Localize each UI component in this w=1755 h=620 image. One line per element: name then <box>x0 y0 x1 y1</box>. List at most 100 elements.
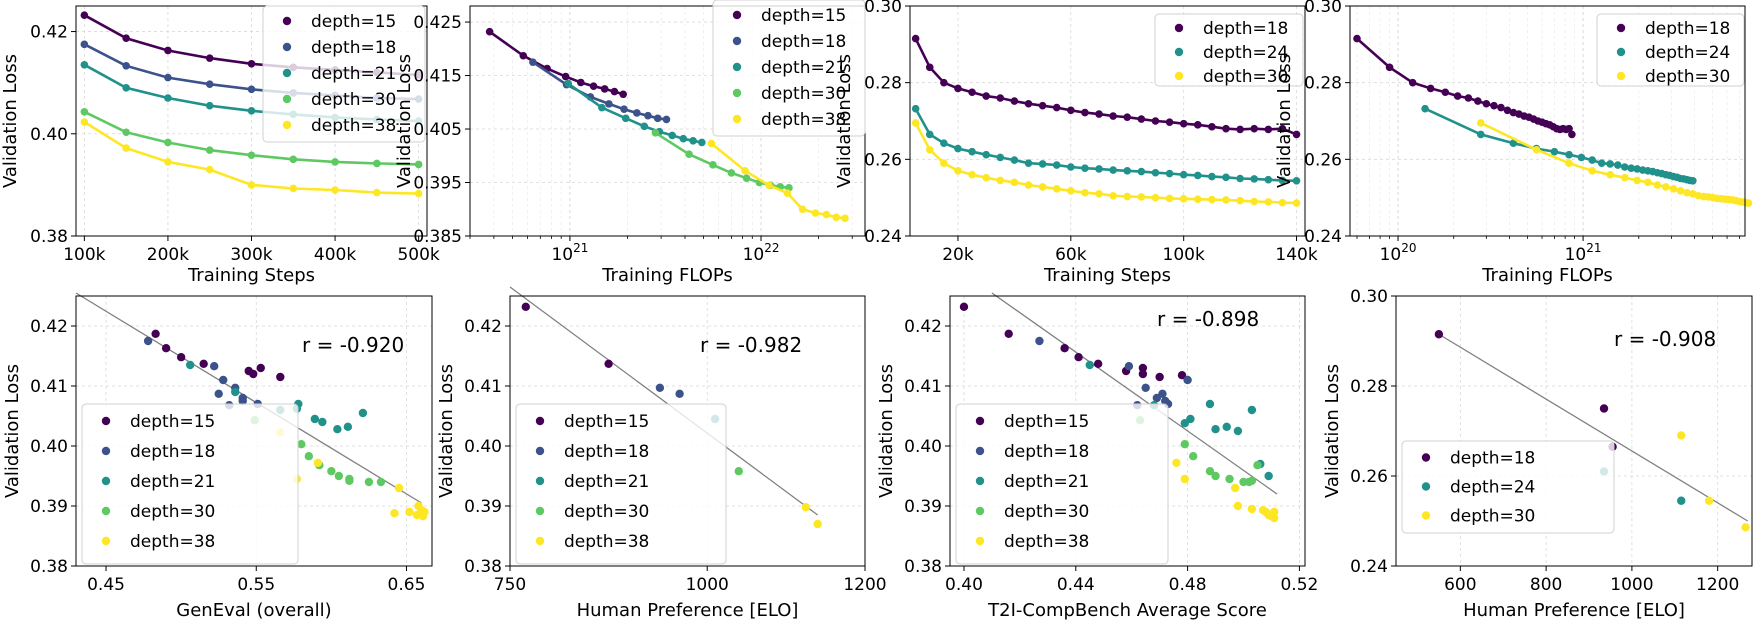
legend-box <box>515 403 727 565</box>
data-point <box>651 128 660 137</box>
y-axis-label: Validation Loss <box>834 54 855 188</box>
x-tick-label: 1000 <box>1610 575 1653 595</box>
data-point <box>1180 440 1190 449</box>
data-point <box>1644 178 1652 187</box>
legend: depth=15 depth=18 depth=21 depth=30 depth=38 <box>955 403 1169 565</box>
data-point <box>911 34 920 43</box>
data-point <box>1158 389 1167 398</box>
data-point <box>143 336 153 346</box>
data-point <box>164 73 172 82</box>
data-point <box>1233 426 1243 436</box>
legend-marker <box>101 476 111 486</box>
x-tick-label: 100k <box>1163 245 1205 265</box>
data-point <box>80 118 89 126</box>
data-point <box>707 139 716 148</box>
data-point <box>122 83 130 92</box>
data-point <box>742 174 751 183</box>
legend-box <box>262 5 426 143</box>
legend-label: depth=18 <box>311 38 396 58</box>
y-tick-label: 0.38 <box>464 557 502 577</box>
data-point <box>249 369 258 379</box>
data-point <box>1186 414 1195 424</box>
data-point <box>304 452 314 461</box>
correlation-annotation: r = -0.908 <box>1614 327 1716 351</box>
data-point <box>1278 124 1287 133</box>
chart-panel-3: 0.24 0.26 0.28 0.30 20k 60k 100k 140k Training S… <box>834 0 1318 286</box>
data-point <box>1155 372 1164 382</box>
data-point <box>1222 173 1230 182</box>
data-point <box>1222 422 1231 431</box>
data-point <box>561 72 570 81</box>
legend-marker <box>101 536 111 546</box>
legend-marker <box>101 506 111 516</box>
data-point <box>1250 197 1259 206</box>
legend-label: depth=30 <box>1004 502 1089 522</box>
y-tick-label: 0.40 <box>30 437 68 457</box>
data-point <box>80 11 89 19</box>
data-point <box>1292 130 1301 139</box>
legend-label: depth=18 <box>1645 19 1730 39</box>
legend-label: depth=30 <box>1450 507 1535 527</box>
data-point <box>653 114 662 123</box>
legend-label: depth=15 <box>564 412 649 432</box>
series-depth-24 <box>1421 104 1697 185</box>
data-point <box>485 27 494 36</box>
data-point <box>1292 177 1301 185</box>
legend-marker <box>282 120 292 130</box>
x-tick-label: 750 <box>494 575 526 595</box>
data-point <box>1151 117 1160 125</box>
data-point <box>765 181 773 189</box>
data-point <box>1081 188 1089 197</box>
legend-label: depth=21 <box>311 64 396 84</box>
data-point <box>1627 164 1636 172</box>
series-depth-18 <box>1035 336 1192 410</box>
x-tick-label: 0.44 <box>1057 575 1095 595</box>
data-point <box>1010 97 1019 105</box>
x-tick-label: 800 <box>1530 575 1562 595</box>
legend-label: depth=30 <box>130 502 215 522</box>
series-depth-18 <box>911 34 1301 139</box>
data-point <box>610 87 619 96</box>
data-point <box>996 94 1005 102</box>
legend-marker <box>1616 23 1626 33</box>
legend: depth=15 depth=18 depth=21 depth=30 depth=38 <box>81 403 299 565</box>
x-tick-label: 1200 <box>843 575 886 595</box>
legend-label: depth=21 <box>761 58 846 78</box>
legend-marker <box>975 416 985 426</box>
fit-line <box>1438 333 1749 522</box>
data-point <box>783 189 792 198</box>
data-point <box>1606 170 1614 179</box>
data-point <box>1653 181 1662 189</box>
data-point <box>1038 101 1047 110</box>
series-depth-30 <box>1677 431 1750 532</box>
correlation-annotation: r = -0.920 <box>302 333 404 357</box>
data-point <box>968 88 976 97</box>
data-point <box>1074 353 1083 362</box>
data-point <box>358 408 368 418</box>
x-tick-label: 0.52 <box>1280 575 1318 595</box>
data-point <box>675 389 684 398</box>
data-point <box>1060 344 1069 353</box>
x-tick-label: 1021 <box>551 241 588 265</box>
axes-frame <box>909 5 1306 237</box>
data-point <box>205 54 214 62</box>
data-point <box>1137 193 1146 201</box>
legend-label: depth=18 <box>1203 19 1288 39</box>
legend-marker <box>732 114 742 124</box>
data-point <box>1081 164 1089 172</box>
data-point <box>598 103 606 112</box>
data-point <box>1613 161 1622 169</box>
data-point <box>80 60 89 69</box>
series-depth-38 <box>801 503 822 529</box>
data-point <box>619 90 627 99</box>
data-point <box>1193 121 1202 129</box>
legend-marker <box>732 88 742 98</box>
data-point <box>813 519 822 529</box>
y-tick-label: 0.28 <box>864 74 902 94</box>
data-point <box>1137 115 1146 123</box>
data-point <box>1408 78 1417 87</box>
data-point <box>727 169 736 177</box>
data-point <box>822 210 831 219</box>
data-point <box>373 159 381 168</box>
